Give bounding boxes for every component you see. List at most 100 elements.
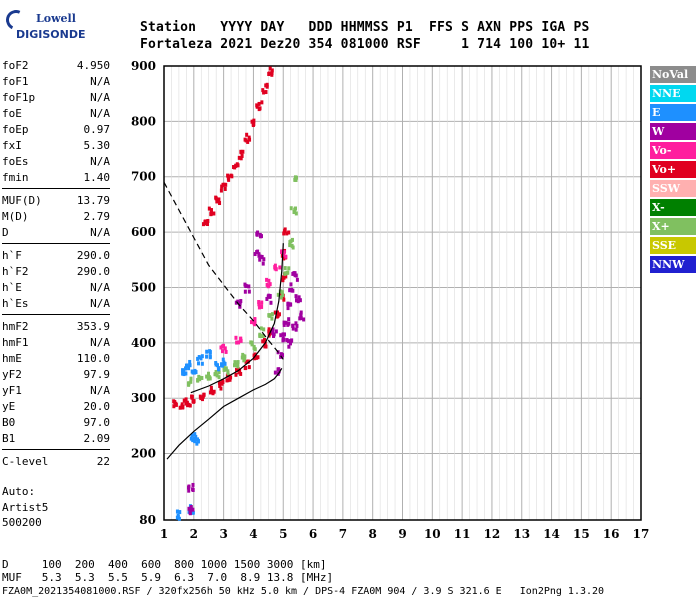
param-value: 2.09 — [83, 432, 111, 445]
x-tick-label: 7 — [339, 527, 347, 541]
data-point — [234, 335, 238, 340]
data-point — [214, 370, 218, 375]
y-tick-label: 300 — [131, 391, 156, 405]
data-point — [181, 368, 185, 373]
data-point — [193, 432, 197, 437]
data-point — [228, 377, 232, 382]
data-point — [225, 373, 229, 378]
x-tick-label: 5 — [279, 527, 287, 541]
data-point — [296, 299, 300, 304]
data-point — [294, 294, 298, 299]
data-point — [244, 359, 248, 364]
data-point — [237, 155, 241, 160]
param-label: h`F — [2, 249, 22, 262]
param-separator — [2, 243, 110, 244]
data-point — [268, 66, 272, 71]
data-point — [270, 72, 274, 77]
y-tick-label: 600 — [131, 225, 156, 239]
data-point — [252, 118, 256, 123]
data-point — [298, 298, 302, 303]
param-value: 290.0 — [76, 265, 110, 278]
x-tick-label: 8 — [369, 527, 377, 541]
lowell-digisonde-logo: Lowell DIGISONDE — [3, 7, 85, 42]
data-point — [267, 313, 271, 318]
legend-item: NNW — [650, 256, 696, 273]
param-label: B1 — [2, 432, 16, 445]
data-point — [208, 355, 212, 360]
data-point — [187, 488, 191, 493]
data-point — [229, 375, 233, 380]
data-point — [265, 282, 269, 287]
data-point — [194, 370, 198, 375]
data-point — [172, 404, 176, 409]
y-tick-label: 900 — [131, 59, 156, 73]
data-point — [220, 363, 224, 368]
data-point — [174, 402, 178, 407]
data-point — [191, 487, 195, 492]
data-point — [255, 250, 259, 255]
data-point — [284, 254, 288, 259]
header-line1: Station YYYY DAY DDD HHMMSS P1 FFS S AXN… — [140, 20, 590, 35]
param-label: yF1 — [2, 384, 22, 397]
data-point — [267, 71, 271, 76]
legend: NoVal NNE E W Vo- Vo+ SSW X- X+ SSE NNW — [650, 66, 696, 275]
data-point — [209, 385, 213, 390]
data-point — [258, 257, 262, 262]
data-point — [277, 312, 281, 317]
param-row: foF1 N/A — [2, 74, 110, 90]
data-point — [236, 363, 240, 368]
param-value: 20.0 — [83, 400, 111, 413]
param-row: yF2 97.9 — [2, 367, 110, 383]
data-point — [262, 337, 266, 342]
param-label: C-level — [2, 455, 49, 468]
y-tick-label: 700 — [131, 170, 156, 184]
data-point — [260, 300, 264, 305]
data-point — [187, 381, 191, 386]
data-point — [269, 300, 273, 305]
data-point — [267, 329, 271, 334]
param-value: 13.79 — [76, 194, 110, 207]
data-point — [212, 211, 216, 216]
header-line2: Fortaleza 2021 Dez20 354 081000 RSF 1 71… — [140, 37, 590, 52]
data-point — [276, 292, 280, 297]
data-point — [257, 252, 261, 257]
data-point — [234, 300, 238, 305]
data-point — [217, 367, 221, 372]
plot-frame — [163, 65, 642, 521]
data-point — [188, 403, 192, 408]
param-row: foF1p N/A — [2, 90, 110, 106]
param-label: D — [2, 226, 9, 239]
data-point — [197, 361, 201, 366]
data-point — [248, 137, 252, 142]
data-point — [250, 342, 254, 347]
data-point — [281, 336, 285, 341]
data-point — [239, 156, 243, 161]
data-point — [264, 83, 268, 88]
data-point — [182, 398, 186, 403]
data-point — [267, 278, 271, 283]
data-point — [178, 405, 182, 410]
data-point — [247, 365, 251, 370]
data-point — [184, 366, 188, 371]
data-point — [200, 361, 204, 366]
data-point — [232, 363, 236, 368]
data-point — [293, 177, 297, 182]
data-point — [220, 184, 224, 189]
data-point — [261, 339, 265, 344]
curve-trace — [190, 243, 284, 394]
data-point — [190, 394, 194, 399]
data-point — [222, 367, 226, 372]
data-point — [224, 366, 228, 371]
data-point — [243, 366, 247, 371]
data-point — [196, 377, 200, 382]
data-point — [208, 390, 212, 395]
data-point — [256, 355, 260, 360]
data-point — [277, 369, 281, 374]
data-point — [257, 302, 261, 307]
data-point — [295, 277, 299, 282]
data-point — [218, 201, 222, 206]
data-point — [273, 263, 277, 268]
data-point — [184, 363, 188, 368]
data-point — [260, 304, 264, 309]
data-point — [198, 394, 202, 399]
